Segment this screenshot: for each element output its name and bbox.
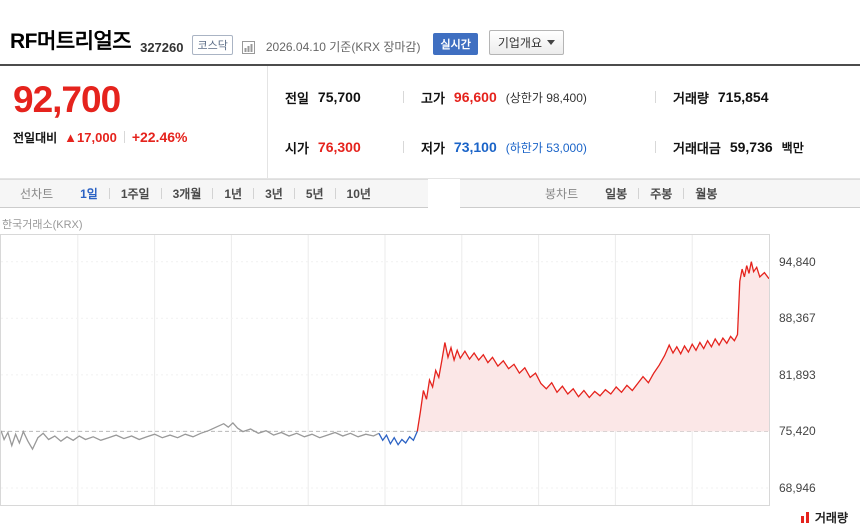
up-arrow-icon: ▲ [64,129,78,145]
cell-sub: (상한가 98,400) [505,90,587,105]
summary-cell-trade-value: 거래대금 59,736 백만 [638,138,804,157]
tab-bar-gap [428,179,460,208]
summary-cell-prev-close: 전일 75,700 [268,88,386,107]
tab-5year[interactable]: 5년 [305,187,324,201]
divider [655,141,656,153]
current-price-block: 92,700 전일대비 ▲17,000 +22.46% [0,66,267,178]
y-axis-tick: 75,420 [779,424,816,439]
summary-cell-open: 시가 76,300 [268,138,386,157]
divider [212,188,214,199]
divider [403,141,404,153]
change-percent: +22.46% [131,129,188,146]
tab-weekly-candle[interactable]: 주봉 [650,187,673,201]
company-overview-button[interactable]: 기업개요 [488,30,564,55]
cell-label: 시가 [285,140,309,156]
quote-date: 2026.04.10 기준(KRX 장마감) [265,40,421,54]
tab-1week[interactable]: 1주일 [120,187,150,201]
current-price: 92,700 [13,79,121,120]
cell-value: 76,300 [317,139,361,155]
chart-area: 94,840 88,367 81,893 75,420 68,946 [0,234,860,506]
divider [334,188,336,199]
candle-chart-tabs: 봉차트 일봉 주봉 월봉 [460,179,860,208]
company-overview-label: 기업개요 [497,36,542,50]
price-line-chart [1,235,769,505]
volume-legend-label: 거래량 [814,510,848,525]
volume-bars-icon [800,511,810,523]
stock-code: 327260 [140,40,184,55]
summary-row: 전일 75,700 고가 96,600 (상한가 98,400) 거래량 715… [268,72,860,122]
cell-value: 96,600 [453,89,497,105]
stock-header: RF머트리얼즈 327260 코스닥 2026.04.10 기준(KRX 장마감… [0,0,860,66]
cell-sub: (하한가 53,000) [505,140,587,155]
cell-label: 거래량 [673,90,709,106]
y-axis-tick: 81,893 [779,367,816,382]
cell-label: 거래대금 [673,140,721,156]
tab-daily-candle[interactable]: 일봉 [605,187,628,201]
divider [683,188,685,199]
divider [108,188,110,199]
market-badge: 코스닥 [192,35,233,55]
line-chart-group-label: 선차트 [20,187,54,201]
cell-label: 고가 [421,90,445,106]
summary-row: 시가 76,300 저가 73,100 (하한가 53,000) 거래대금 59… [268,122,860,172]
chart-tab-bar: 선차트 1일 1주일 3개월 1년 3년 5년 10년 봉차트 일봉 주봉 월봉 [0,179,860,208]
divider [403,91,404,103]
y-axis-tick: 88,367 [779,311,816,326]
cell-unit: 백만 [781,140,804,155]
cell-value: 715,854 [717,89,769,105]
divider [655,91,656,103]
line-chart-tabs: 선차트 1일 1주일 3개월 1년 3년 5년 10년 [0,179,428,208]
summary-cell-high: 고가 96,600 (상한가 98,400) [386,88,638,107]
change-label: 전일대비 [13,130,58,145]
realtime-badge[interactable]: 실시간 [433,33,478,55]
cell-label: 전일 [285,90,309,106]
tab-monthly-candle[interactable]: 월봉 [695,187,718,201]
chart-source-label: 한국거래소(KRX) [2,219,83,231]
tab-10year[interactable]: 10년 [346,187,371,201]
price-summary-table: 전일 75,700 고가 96,600 (상한가 98,400) 거래량 715… [267,66,860,178]
mini-chart-icon [241,41,255,54]
summary-cell-volume: 거래량 715,854 [638,88,769,107]
cell-label: 저가 [421,140,445,156]
tab-1year[interactable]: 1년 [224,187,243,201]
change-amount: 17,000 [77,129,117,145]
y-axis: 94,840 88,367 81,893 75,420 68,946 [770,234,860,506]
tab-3year[interactable]: 3년 [265,187,283,201]
tab-3month[interactable]: 3개월 [172,187,202,201]
price-section: 92,700 전일대비 ▲17,000 +22.46% 전일 75,700 고가… [0,66,860,179]
volume-legend-row: 거래량 [0,506,860,528]
divider [638,188,640,199]
summary-cell-low: 저가 73,100 (하한가 53,000) [386,138,638,157]
cell-value: 75,700 [317,89,361,105]
cell-value: 73,100 [453,139,497,155]
cell-value: 59,736 [729,139,773,155]
tab-1day[interactable]: 1일 [80,187,98,201]
divider [123,131,125,144]
price-change-row: 전일대비 ▲17,000 +22.46% [13,129,267,146]
divider [253,188,255,199]
y-axis-tick: 68,946 [779,480,816,495]
chevron-down-icon [547,40,555,45]
change-value: ▲17,000 [64,130,117,145]
price-chart-plot [0,234,770,506]
divider [293,188,295,199]
divider [160,188,162,199]
candle-chart-group-label: 봉차트 [545,187,579,201]
stock-name: RF머트리얼즈 [10,30,132,53]
y-axis-tick: 94,840 [779,254,816,269]
